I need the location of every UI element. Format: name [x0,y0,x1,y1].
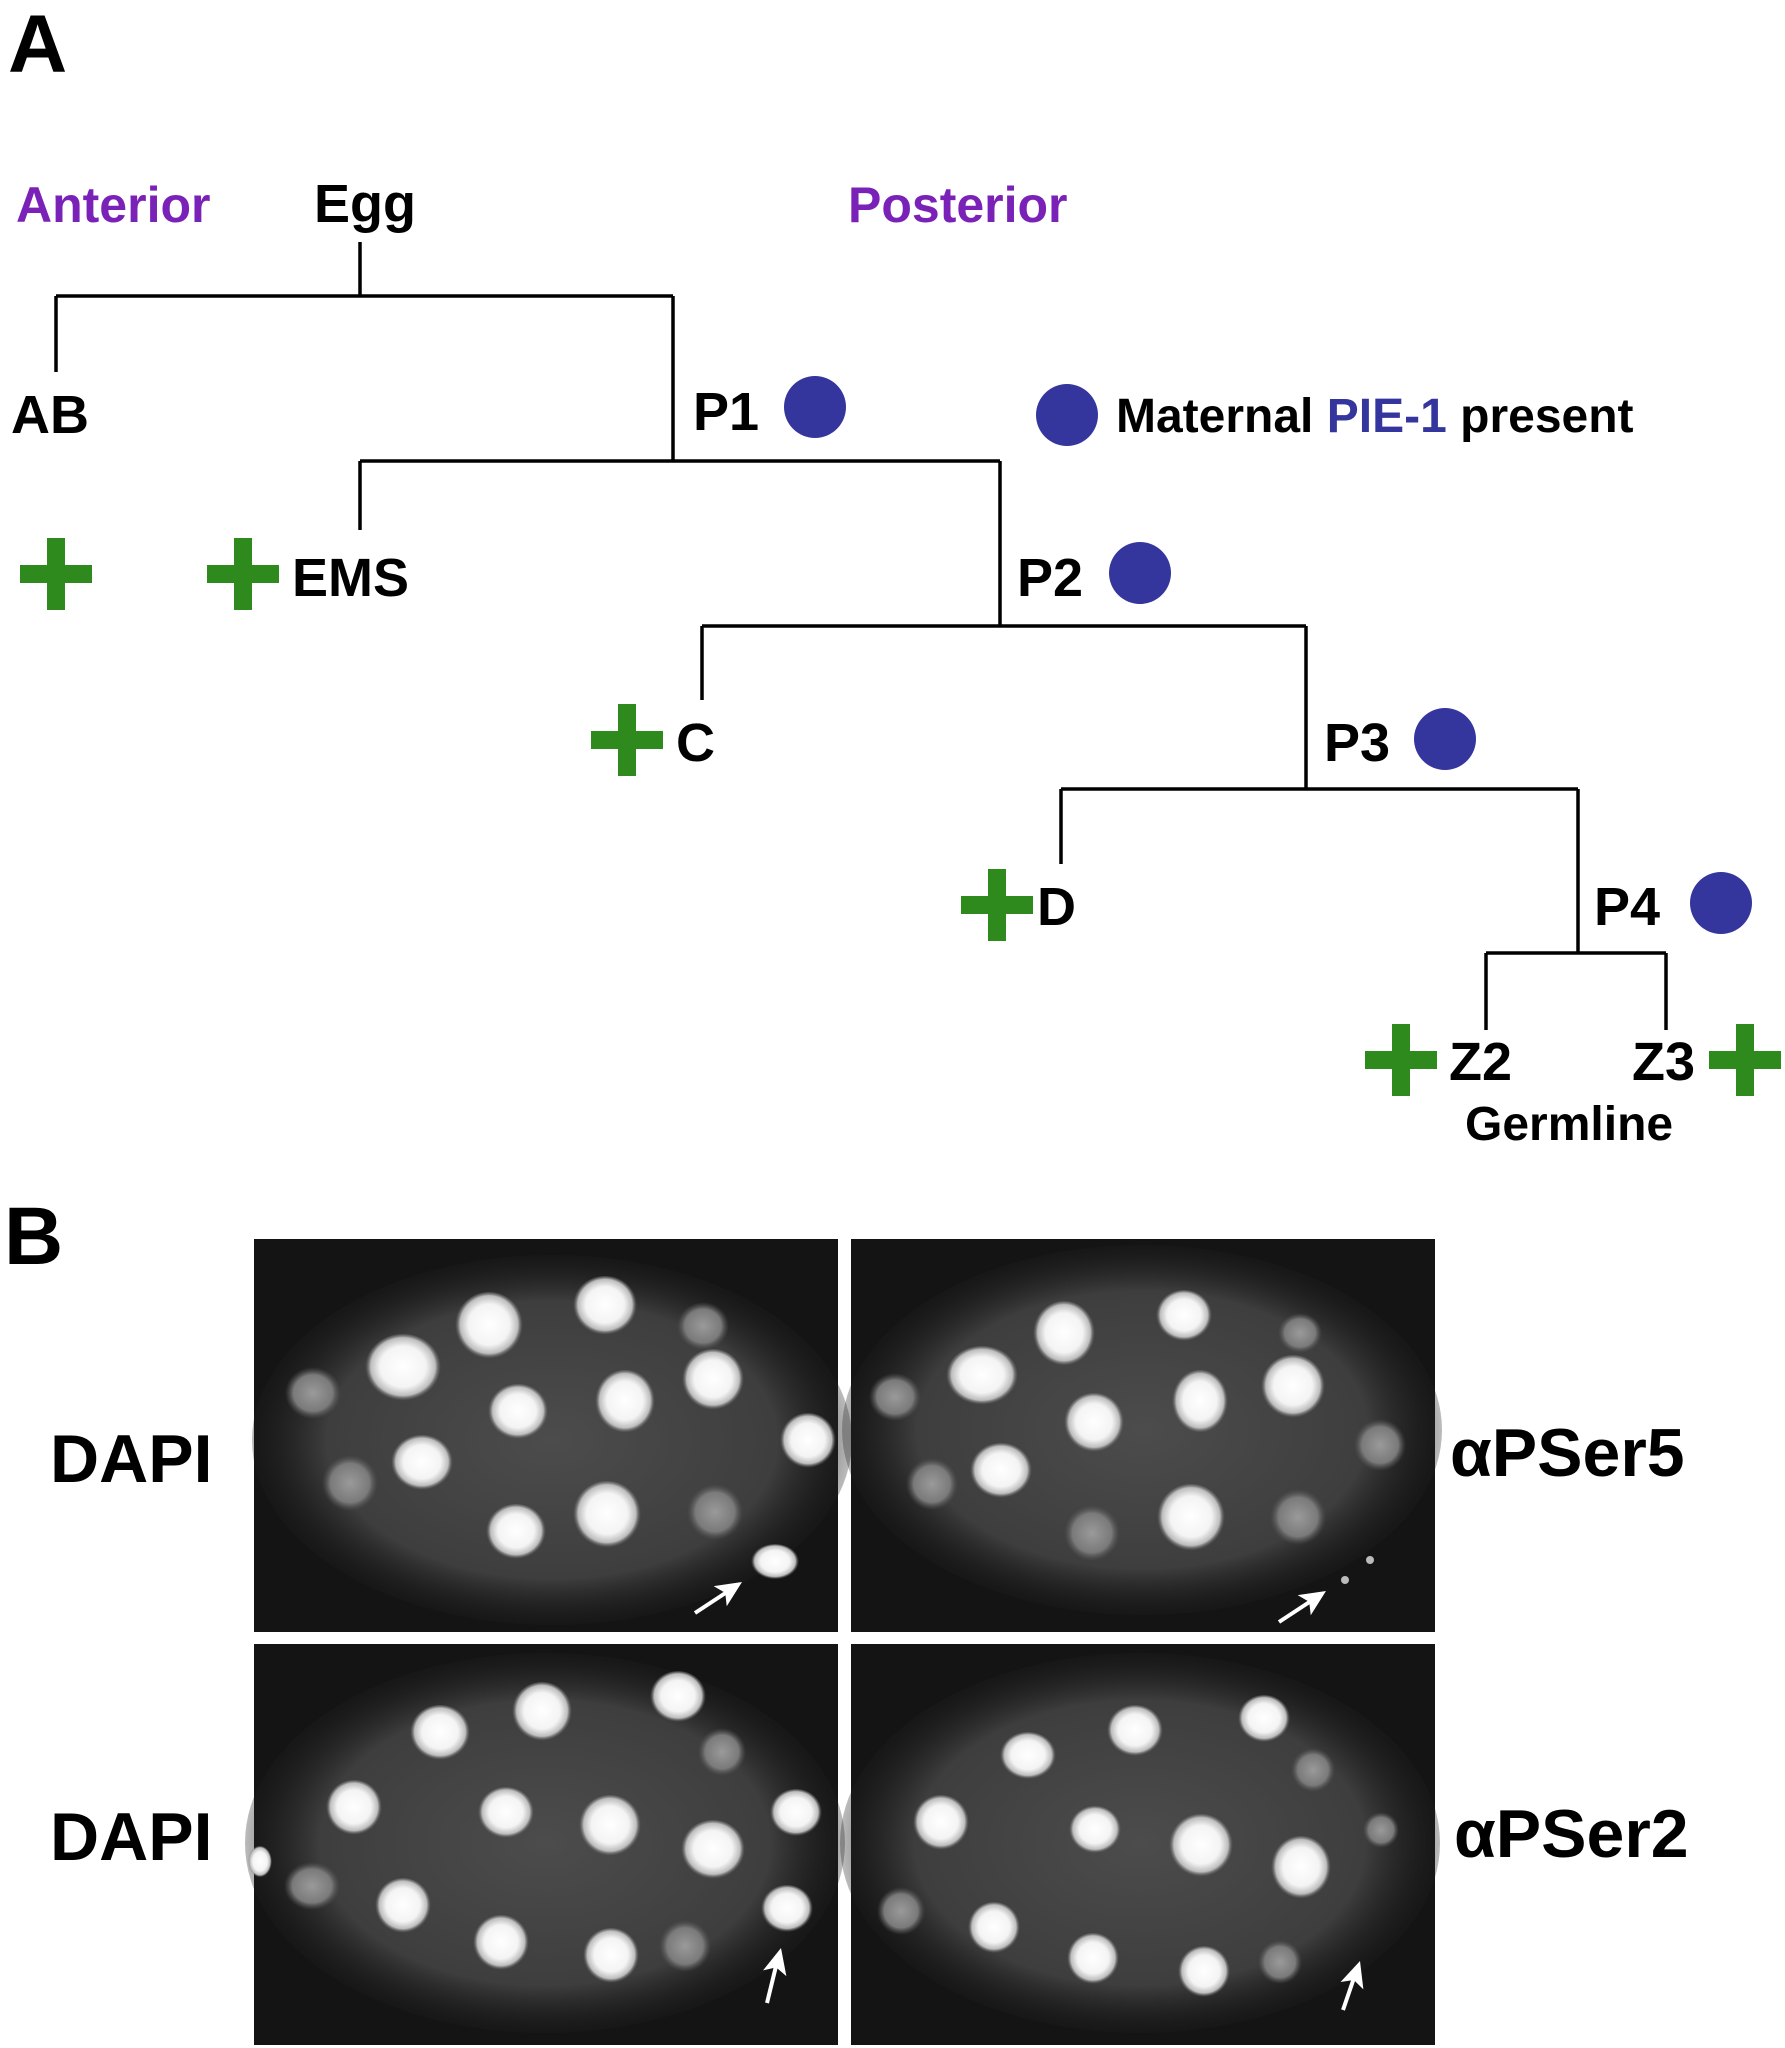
plus-icon-d [961,869,1033,941]
legend-highlight: PIE-1 [1327,390,1447,443]
arrow-icon [763,1945,793,2004]
plus-icon-z2 [1365,1024,1437,1096]
pie1-dot-p3 [1414,708,1476,770]
cell-ab: AB [11,385,89,445]
plus-icon-ab [20,538,92,610]
micrograph-row2-pser2 [840,1644,1440,2045]
lineage-tree [54,242,1668,1030]
cell-z2: Z2 [1449,1032,1512,1092]
row2-right-label: αPSer2 [1454,1796,1689,1872]
plus-icon-ems [207,538,279,610]
legend-text-before: Maternal [1116,390,1313,443]
panel-b-letter: B [4,1191,63,1282]
anterior-label: Anterior [16,177,210,233]
row1-left-label: DAPI [50,1421,212,1497]
plus-icon-c [591,704,663,776]
legend-text-after: present [1460,390,1633,443]
micrograph-row2-dapi [245,1644,845,2045]
cell-p2: P2 [1017,548,1083,608]
legend-text: Maternal PIE-1 present [1116,390,1634,443]
cell-c: C [676,713,715,773]
cell-p1: P1 [693,382,759,442]
germline-label: Germline [1465,1098,1673,1151]
plus-icon-z3 [1709,1024,1781,1096]
arrow-icon [1340,1957,1372,2011]
arrow-icon [1277,1580,1333,1624]
cell-ems: EMS [292,548,409,608]
micrograph-row1-dapi [252,1239,852,1632]
pie1-dot-p4 [1690,872,1752,934]
cell-p4: P4 [1594,877,1660,937]
pie1-dot-p1 [784,376,846,438]
legend-dot [1036,384,1098,446]
row2-left-label: DAPI [50,1799,212,1875]
row1-right-label: αPSer5 [1450,1415,1685,1491]
cell-d: D [1037,877,1076,937]
pie1-dot-p2 [1109,542,1171,604]
posterior-label: Posterior [848,177,1068,233]
micrograph-row1-pser5 [842,1239,1442,1632]
cell-z3: Z3 [1632,1032,1695,1092]
panel-a-letter: A [8,0,67,90]
arrow-icon [693,1571,749,1615]
cell-p3: P3 [1324,713,1390,773]
cell-egg: Egg [314,174,416,234]
